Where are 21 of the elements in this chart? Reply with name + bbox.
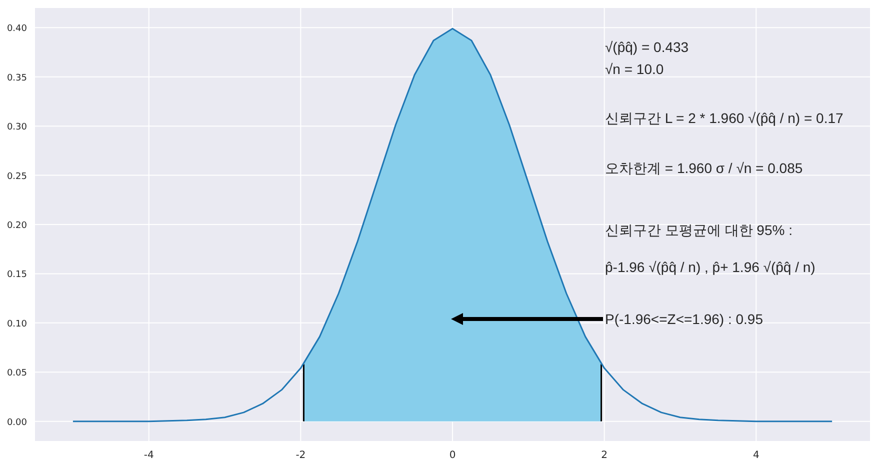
- annotation: √(p̂q̂) = 0.433: [605, 39, 689, 55]
- y-tick-label: 0.35: [6, 73, 27, 84]
- annotation: P(-1.96<=Z<=1.96) : 0.95: [605, 311, 764, 327]
- x-tick-label: 0: [449, 450, 456, 461]
- y-tick-label: 0.25: [6, 172, 27, 182]
- annotation: 오차한계 = 1.960 σ / √n = 0.085: [605, 160, 803, 176]
- x-tick-label: 4: [752, 450, 760, 461]
- x-tick-label: -4: [144, 450, 154, 461]
- x-tick-label: -2: [296, 450, 306, 461]
- y-tick-label: 0.10: [6, 319, 28, 330]
- annotation: 신뢰구간 L = 2 * 1.960 √(p̂q̂ / n) = 0.17: [605, 110, 844, 126]
- y-tick-label: 0.15: [6, 270, 27, 280]
- annotation: 신뢰구간 모평균에 대한 95% :: [605, 222, 792, 238]
- y-tick-label: 0.30: [6, 122, 28, 133]
- annotation: √n = 10.0: [605, 61, 664, 77]
- annotation: p̂-1.96 √(p̂q̂ / n) , p̂+ 1.96 √(p̂q̂ / n): [605, 259, 816, 275]
- y-tick-label: 0.40: [6, 24, 28, 34]
- y-tick-label: 0.00: [6, 418, 28, 428]
- x-tick-label: 2: [601, 450, 608, 461]
- y-tick-label: 0.20: [6, 221, 28, 231]
- y-tick-label: 0.05: [6, 368, 27, 379]
